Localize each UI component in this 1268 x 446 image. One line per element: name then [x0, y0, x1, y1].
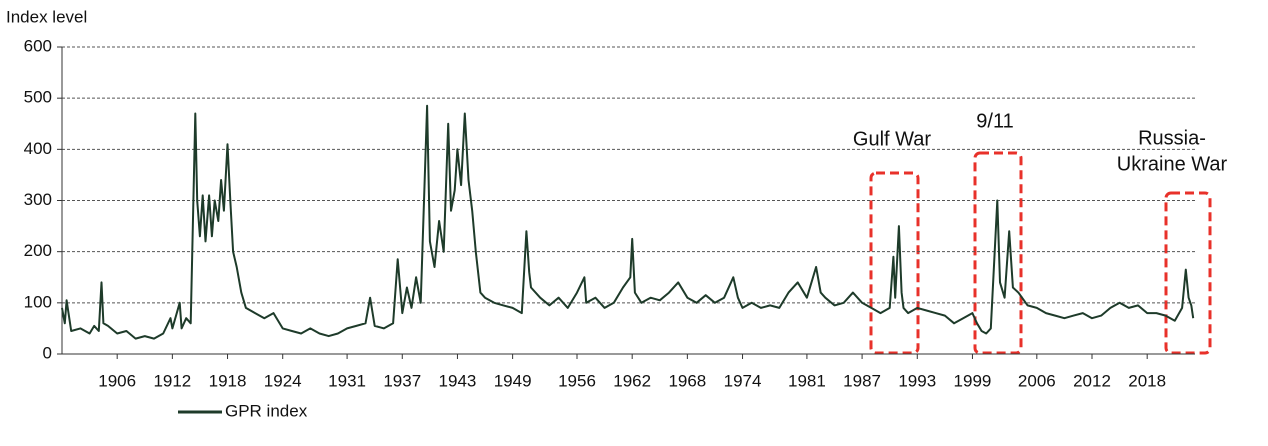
annotation: Gulf War [853, 128, 931, 150]
x-tick-label: 1906 [98, 371, 136, 390]
data-line [61, 104, 1195, 340]
x-tick-label: 1974 [724, 371, 762, 390]
x-tick-label: 1999 [954, 371, 992, 390]
y-tick-label: 100 [24, 292, 52, 311]
annotation: Ukraine War [1117, 153, 1228, 175]
x-tick-label: 1993 [898, 371, 936, 390]
x-tick-label: 1981 [788, 371, 826, 390]
y-tick-label: 600 [24, 36, 52, 55]
x-tick-label: 1924 [264, 371, 302, 390]
x-tick-label: 1956 [558, 371, 596, 390]
y-tick-label: 300 [24, 190, 52, 209]
x-tick-label: 2012 [1073, 371, 1111, 390]
y-axis-label: Index level [6, 7, 87, 26]
x-tick-label: 1918 [209, 371, 247, 390]
x-tick-label: 1912 [153, 371, 191, 390]
x-tick-label: 1943 [439, 371, 477, 390]
annotation: 9/11 [976, 110, 1013, 132]
x-tick-label: 1962 [613, 371, 651, 390]
x-tick-label: 2006 [1018, 371, 1056, 390]
x-tick-label: 1931 [328, 371, 366, 390]
annotation: Russia- [1138, 127, 1206, 149]
y-tick-label: 500 [24, 88, 52, 107]
x-tick-label: 1968 [668, 371, 706, 390]
x-tick-label: 2018 [1128, 371, 1166, 390]
highlight-box [1164, 191, 1212, 355]
highlight-box [869, 171, 920, 355]
x-tick-label: 1987 [843, 371, 881, 390]
y-tick-label: 200 [24, 241, 52, 260]
highlight-box [973, 151, 1023, 355]
x-tick-label: 1949 [494, 371, 532, 390]
highlight-boxes [869, 151, 1212, 355]
y-tick-label: 0 [43, 343, 52, 362]
y-tick-label: 400 [24, 139, 52, 158]
legend-label: GPR index [225, 401, 308, 420]
x-tick-label: 1937 [383, 371, 421, 390]
